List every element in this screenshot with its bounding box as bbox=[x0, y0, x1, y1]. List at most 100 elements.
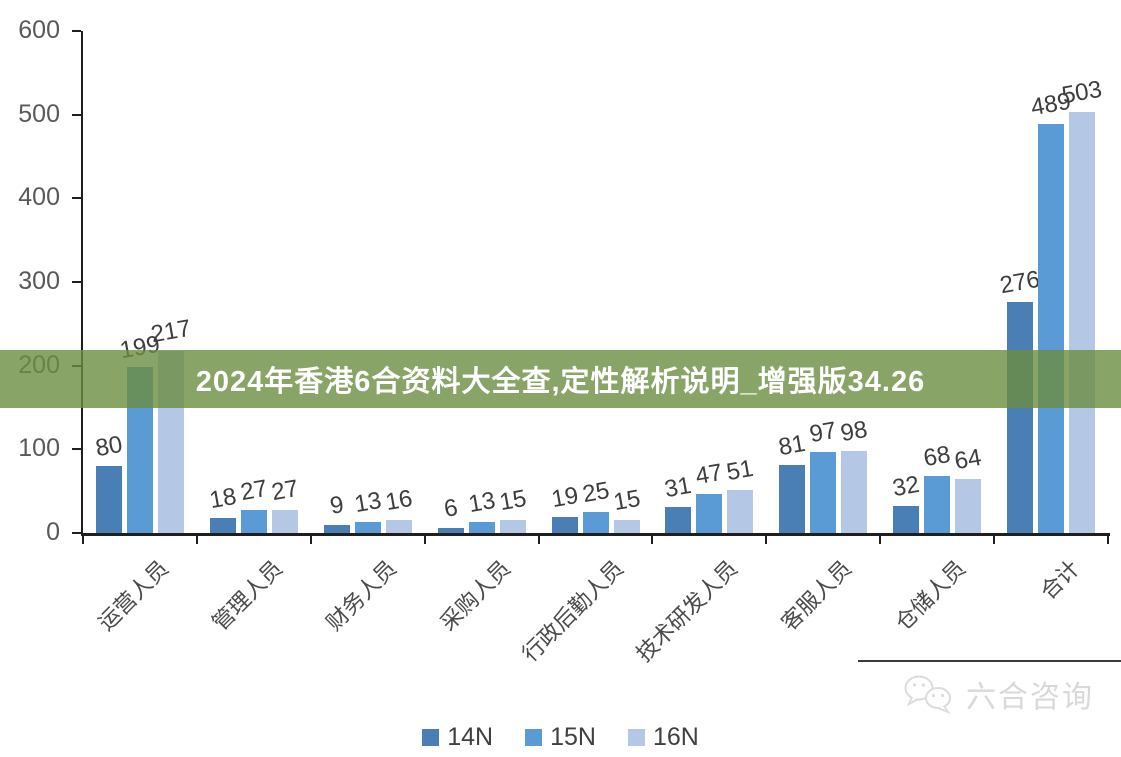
data-label: 31 bbox=[662, 471, 694, 504]
y-axis-tick-label: 400 bbox=[18, 183, 60, 212]
category-label-客服人员: 客服人员 bbox=[776, 555, 857, 636]
data-label: 25 bbox=[579, 476, 611, 509]
y-axis-tick bbox=[72, 113, 81, 116]
legend-label: 14N bbox=[447, 722, 494, 751]
data-label: 97 bbox=[807, 416, 839, 448]
category-label-采购人员: 采购人员 bbox=[434, 555, 515, 636]
y-axis bbox=[81, 31, 83, 535]
data-label: 68 bbox=[921, 440, 953, 473]
legend-item-14N: 14N bbox=[422, 723, 493, 752]
y-axis-tick-label: 300 bbox=[18, 266, 60, 295]
y-axis-tick-label: 500 bbox=[18, 99, 60, 128]
category-label-管理人员: 管理人员 bbox=[207, 555, 288, 636]
data-label: 47 bbox=[693, 458, 725, 490]
bar-14N-技术研发人员 bbox=[665, 507, 692, 533]
watermark: 六合咨询 bbox=[902, 672, 1094, 716]
bar-15N-财务人员 bbox=[354, 522, 381, 533]
bar-15N-客服人员 bbox=[810, 451, 837, 533]
data-label: 503 bbox=[1059, 75, 1105, 110]
legend-item-15N: 15N bbox=[525, 723, 596, 752]
data-label: 15 bbox=[610, 485, 642, 517]
bar-16N-财务人员 bbox=[385, 519, 412, 533]
bar-16N-管理人员 bbox=[271, 510, 298, 533]
bar-14N-运营人员 bbox=[95, 466, 122, 533]
data-label: 18 bbox=[207, 482, 239, 515]
x-axis-tick bbox=[651, 535, 654, 544]
category-label-仓储人员: 仓储人员 bbox=[890, 555, 971, 636]
y-axis-tick bbox=[72, 30, 81, 32]
bar-14N-行政后勤人员 bbox=[551, 517, 578, 533]
y-axis-tick-label: 0 bbox=[46, 517, 60, 546]
legend-item-16N: 16N bbox=[627, 722, 699, 752]
y-axis-tick bbox=[72, 197, 81, 200]
category-label-技术研发人员: 技术研发人员 bbox=[631, 555, 743, 667]
bar-16N-技术研发人员 bbox=[727, 490, 754, 533]
x-axis-tick bbox=[765, 535, 768, 544]
data-label: 27 bbox=[238, 475, 270, 507]
category-label-财务人员: 财务人员 bbox=[321, 555, 401, 636]
category-label-行政后勤人员: 行政后勤人员 bbox=[517, 555, 629, 667]
bar-16N-仓储人员 bbox=[955, 479, 982, 533]
x-axis-tick bbox=[82, 535, 84, 544]
bar-15N-技术研发人员 bbox=[696, 493, 723, 533]
bar-14N-仓储人员 bbox=[893, 506, 920, 533]
bar-15N-行政后勤人员 bbox=[582, 512, 609, 533]
data-label: 32 bbox=[890, 471, 922, 503]
bar-14N-财务人员 bbox=[323, 525, 350, 533]
data-label: 15 bbox=[497, 485, 529, 517]
legend-label: 15N bbox=[550, 722, 596, 751]
bar-14N-管理人员 bbox=[209, 517, 236, 533]
overlay-banner: 2024年香港6合资料大全查,定性解析说明_增强版34.26 bbox=[0, 350, 1121, 408]
x-axis-tick bbox=[993, 535, 996, 544]
x-axis-tick bbox=[309, 535, 312, 544]
y-axis-tick-label: 100 bbox=[18, 434, 60, 463]
bar-15N-仓储人员 bbox=[924, 476, 951, 533]
y-axis-tick bbox=[72, 448, 81, 451]
y-axis-tick bbox=[72, 281, 81, 283]
legend-label: 16N bbox=[652, 722, 699, 751]
banner-title: 2024年香港6合资料大全查,定性解析说明_增强版34.26 bbox=[195, 366, 926, 398]
chart-legend: 14N 15N 16N bbox=[0, 720, 1121, 754]
watermark-divider bbox=[858, 660, 1121, 662]
bar-16N-客服人员 bbox=[841, 451, 868, 533]
data-label: 6 bbox=[441, 494, 460, 523]
bar-16N-行政后勤人员 bbox=[613, 520, 640, 533]
bar-15N-合计 bbox=[1038, 123, 1065, 533]
wechat-icon bbox=[902, 673, 958, 715]
y-axis-tick bbox=[72, 532, 81, 534]
bar-14N-客服人员 bbox=[779, 465, 806, 533]
legend-swatch bbox=[525, 728, 543, 746]
data-label: 16 bbox=[383, 484, 415, 516]
data-label: 13 bbox=[466, 487, 498, 519]
bar-16N-采购人员 bbox=[499, 520, 526, 533]
category-label-合计: 合计 bbox=[1035, 555, 1085, 605]
category-label-运营人员: 运营人员 bbox=[93, 555, 174, 636]
y-axis-tick-label: 600 bbox=[18, 15, 60, 44]
data-label: 98 bbox=[838, 415, 870, 448]
bar-14N-采购人员 bbox=[437, 527, 464, 533]
data-label: 217 bbox=[148, 315, 193, 349]
data-label: 81 bbox=[776, 430, 808, 462]
watermark-text: 六合咨询 bbox=[966, 681, 1094, 714]
bar-15N-管理人员 bbox=[240, 510, 267, 533]
x-axis-tick bbox=[423, 535, 426, 544]
data-label: 64 bbox=[952, 444, 984, 476]
x-axis-tick bbox=[195, 535, 198, 544]
x-axis bbox=[81, 533, 1110, 536]
bar-16N-合计 bbox=[1069, 112, 1096, 533]
data-label: 13 bbox=[352, 487, 384, 519]
legend-swatch bbox=[627, 728, 645, 746]
data-label: 80 bbox=[93, 430, 125, 463]
x-axis-tick bbox=[537, 535, 540, 544]
data-label: 19 bbox=[548, 481, 580, 514]
legend-swatch bbox=[422, 728, 440, 746]
bar-14N-合计 bbox=[1007, 302, 1034, 533]
data-label: 276 bbox=[997, 265, 1043, 300]
x-axis-tick bbox=[1107, 535, 1109, 544]
bar-15N-采购人员 bbox=[468, 522, 495, 533]
x-axis-tick bbox=[879, 535, 882, 544]
data-label: 27 bbox=[269, 475, 301, 507]
data-label: 51 bbox=[724, 455, 756, 487]
data-label: 9 bbox=[327, 491, 346, 521]
